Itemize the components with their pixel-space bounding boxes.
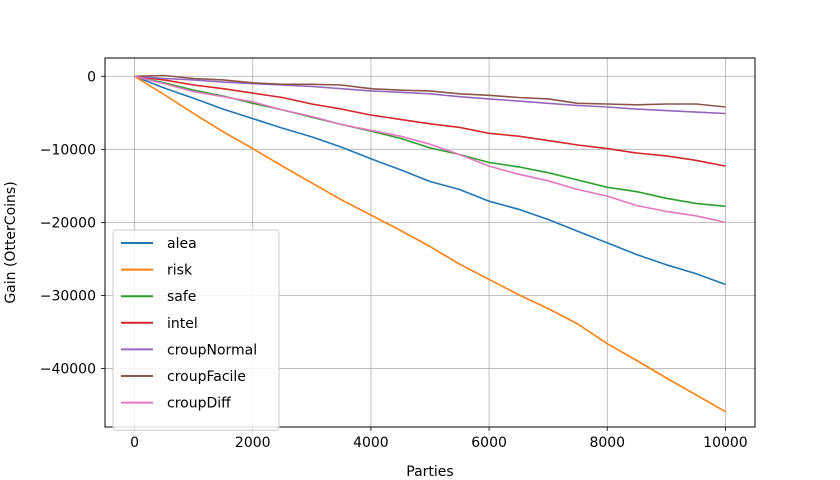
y-tick-label: 0 bbox=[87, 69, 96, 85]
legend-label-alea: alea bbox=[167, 236, 197, 252]
x-tick-label: 0 bbox=[130, 435, 139, 451]
y-tick-label: −30000 bbox=[40, 288, 96, 304]
x-tick-label: 6000 bbox=[471, 435, 507, 451]
series-line-intel bbox=[134, 75, 726, 167]
legend-label-croupFacile: croupFacile bbox=[167, 369, 246, 385]
legend-label-croupNormal: croupNormal bbox=[167, 342, 257, 358]
legend-label-croupDiff: croupDiff bbox=[167, 396, 231, 412]
x-tick-label: 2000 bbox=[235, 435, 271, 451]
y-tick-label: −10000 bbox=[40, 142, 96, 158]
legend-box bbox=[112, 229, 280, 431]
x-tick-label: 4000 bbox=[353, 435, 389, 451]
series-line-alea bbox=[134, 75, 726, 286]
grid bbox=[105, 58, 755, 427]
ticks: 0 2000 4000 6000 8000 10000 0 −10000 −20000 −3000… bbox=[40, 69, 748, 451]
series-line-risk bbox=[134, 75, 726, 413]
series-layer bbox=[134, 74, 726, 413]
legend: alea risk safe intel croupNormal croupFacile c… bbox=[112, 229, 280, 431]
y-axis-label: Gain (OtterCoins) bbox=[3, 181, 19, 303]
x-axis-label: Parties bbox=[406, 464, 453, 480]
y-tick-label: −40000 bbox=[40, 362, 96, 378]
series-line-croupNormal bbox=[134, 75, 726, 115]
series-line-croupFacile bbox=[134, 74, 726, 108]
legend-label-risk: risk bbox=[167, 263, 193, 279]
x-tick-label: 8000 bbox=[589, 435, 625, 451]
series-line-croupDiff bbox=[134, 75, 726, 224]
axes-frame bbox=[104, 57, 756, 428]
x-tick-label: 10000 bbox=[703, 435, 748, 451]
y-tick-label: −20000 bbox=[40, 215, 96, 231]
legend-label-safe: safe bbox=[167, 289, 196, 305]
legend-label-intel: intel bbox=[167, 316, 198, 332]
